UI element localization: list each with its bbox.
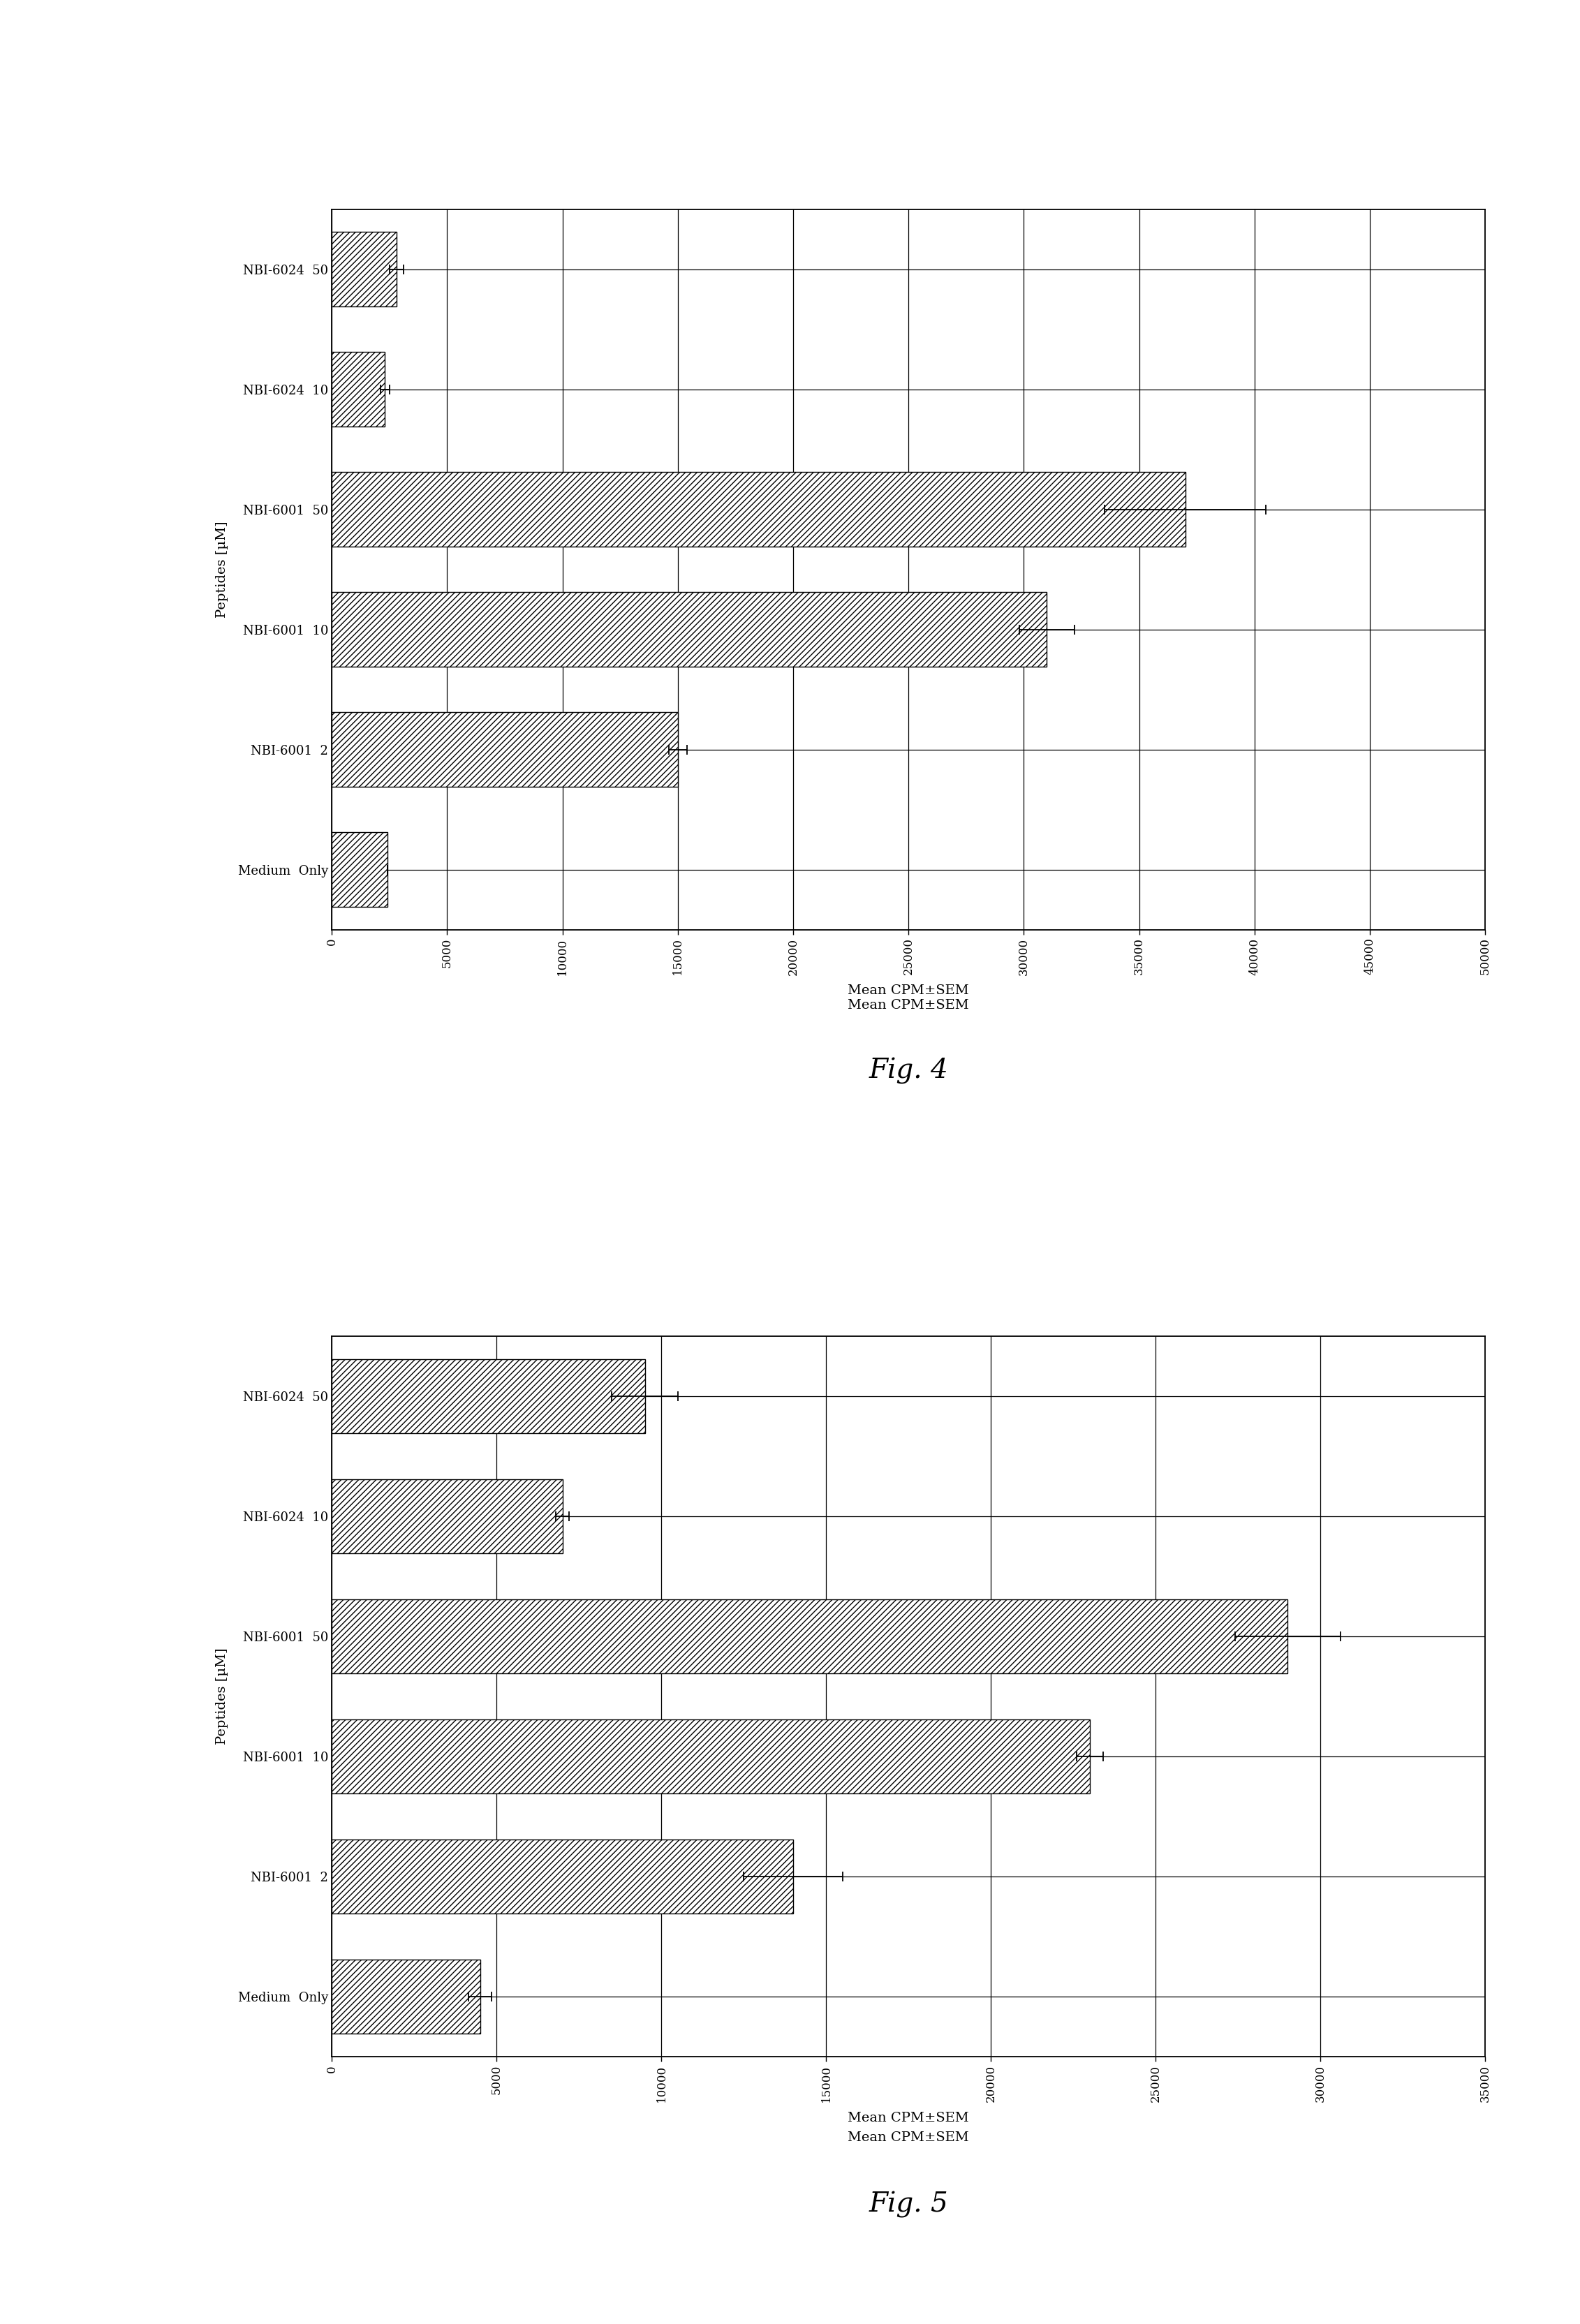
- X-axis label: Mean CPM±SEM: Mean CPM±SEM: [848, 2113, 969, 2124]
- Bar: [332, 232, 397, 307]
- Bar: [332, 472, 1185, 546]
- Bar: [332, 593, 1048, 667]
- Bar: [332, 1959, 480, 2034]
- Bar: [332, 1599, 1288, 1673]
- Text: Fig. 5: Fig. 5: [869, 2192, 948, 2217]
- Text: Mean CPM±SEM: Mean CPM±SEM: [848, 2131, 969, 2143]
- Bar: [332, 1478, 562, 1555]
- Bar: [332, 351, 386, 428]
- Bar: [332, 1360, 645, 1434]
- Y-axis label: Peptides [µM]: Peptides [µM]: [216, 521, 229, 618]
- Bar: [332, 1720, 1090, 1794]
- Y-axis label: Peptides [µM]: Peptides [µM]: [216, 1648, 229, 1745]
- Bar: [332, 832, 387, 906]
- Text: Fig. 4: Fig. 4: [869, 1057, 948, 1083]
- Bar: [332, 1838, 793, 1915]
- X-axis label: Mean CPM±SEM: Mean CPM±SEM: [848, 985, 969, 997]
- Text: Mean CPM±SEM: Mean CPM±SEM: [848, 999, 969, 1011]
- Bar: [332, 711, 678, 788]
